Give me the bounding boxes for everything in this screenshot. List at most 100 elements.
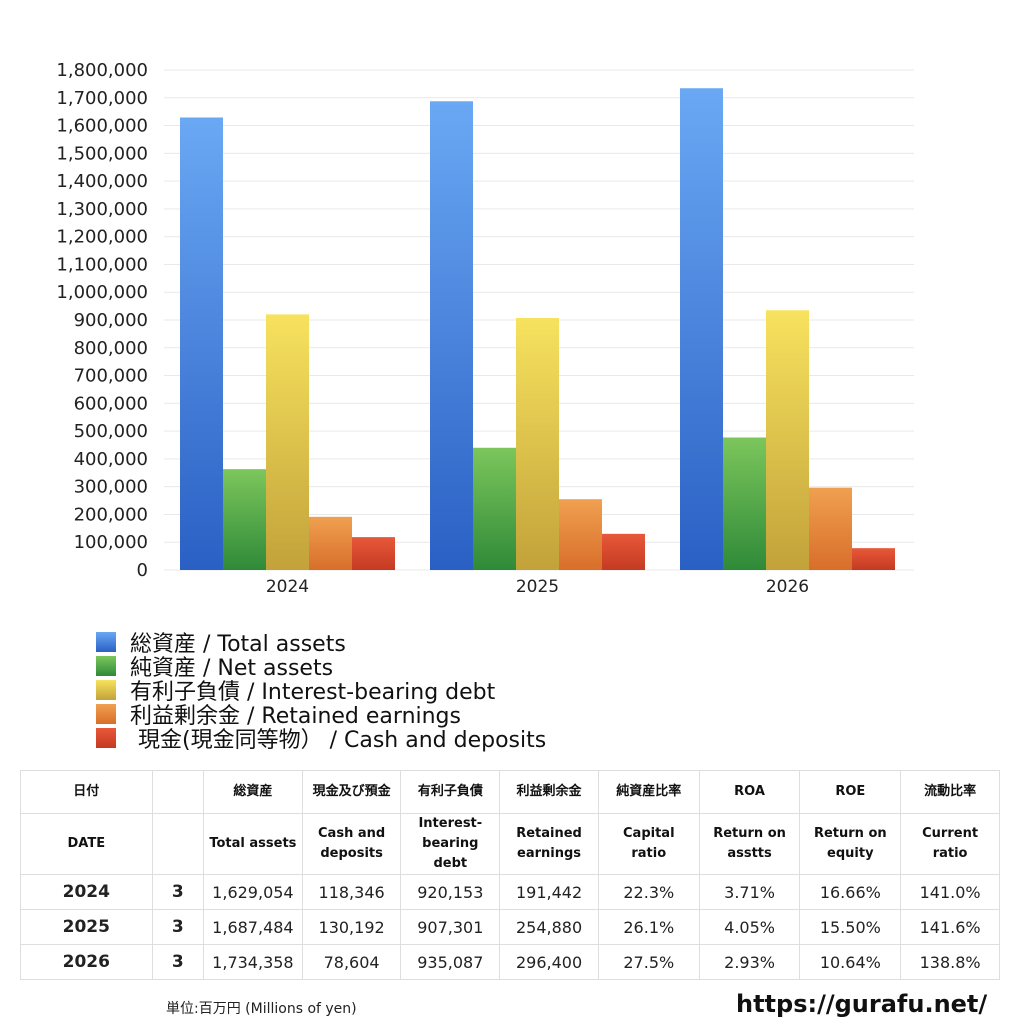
bar-2026-series-0 xyxy=(680,88,723,570)
x-tick-label: 2026 xyxy=(766,577,809,597)
bar-2026-series-4 xyxy=(852,548,895,570)
header-current-ratio-en: Current ratio xyxy=(900,813,1000,875)
header-roa-en: Return on asstts xyxy=(698,813,801,875)
header-roa: ROA xyxy=(698,770,801,814)
header-roe: ROE xyxy=(799,770,902,814)
header-date-en: DATE xyxy=(20,813,153,875)
header-current-ratio-ja: 流動比率 xyxy=(900,770,1000,814)
y-tick-label: 1,500,000 xyxy=(56,143,148,164)
cell-current-ratio: 138.8% xyxy=(900,944,1000,980)
table-row: 2025 3 1,687,484 130,192 907,301 254,880… xyxy=(20,909,1000,945)
legend-item-total-assets: 総資産 / Total assets xyxy=(96,630,546,657)
table-row: 2024 3 1,629,054 118,346 920,153 191,442… xyxy=(20,874,1000,910)
cell-year: 2024 xyxy=(20,874,153,910)
legend-item-net-assets: 純資産 / Net assets xyxy=(96,654,546,681)
cell-current-ratio: 141.6% xyxy=(900,909,1000,945)
bar-2025-series-2 xyxy=(516,317,559,570)
y-axis-ticks: 0 100,000 200,000 300,000 400,000 500,000 600,… xyxy=(56,60,148,581)
y-tick-label: 1,000,000 xyxy=(56,282,148,303)
legend-swatch xyxy=(96,728,116,748)
bar-2026-series-2 xyxy=(766,310,809,570)
cell-capital-ratio: 26.1% xyxy=(597,909,700,945)
cell-debt: 907,301 xyxy=(400,909,501,945)
bar-2026-series-3 xyxy=(809,487,852,570)
y-tick-label: 1,200,000 xyxy=(56,227,148,248)
header-cash-ja: 現金及び預金 xyxy=(301,770,402,814)
y-tick-label: 400,000 xyxy=(74,449,148,470)
cell-roa: 2.93% xyxy=(698,944,801,980)
table-header-row: DATE Total assets Cash and deposits Inte… xyxy=(20,813,1000,875)
y-tick-label: 1,700,000 xyxy=(56,88,148,109)
bar-2024-series-1 xyxy=(223,469,266,570)
header-debt-ja: 有利子負債 xyxy=(400,770,501,814)
cell-month: 3 xyxy=(151,944,205,980)
y-tick-label: 600,000 xyxy=(74,393,148,414)
cell-capital-ratio: 27.5% xyxy=(597,944,700,980)
legend-swatch xyxy=(96,656,116,676)
y-tick-label: 1,600,000 xyxy=(56,116,148,137)
y-tick-label: 900,000 xyxy=(74,310,148,331)
cell-year: 2025 xyxy=(20,909,153,945)
cell-year: 2026 xyxy=(20,944,153,980)
header-date-ja: 日付 xyxy=(20,770,153,814)
bar-2025-series-1 xyxy=(473,447,516,570)
legend-label: 純資産 / Net assets xyxy=(130,656,334,681)
cell-roa: 4.05% xyxy=(698,909,801,945)
header-month xyxy=(151,770,205,814)
x-tick-label: 2024 xyxy=(266,577,309,597)
legend-swatch xyxy=(96,704,116,724)
cell-retained: 296,400 xyxy=(499,944,599,980)
cell-roe: 15.50% xyxy=(799,909,902,945)
cell-total-assets: 1,629,054 xyxy=(203,874,303,910)
cell-debt: 920,153 xyxy=(400,874,501,910)
cell-debt: 935,087 xyxy=(400,944,501,980)
legend-label: 利益剰余金 / Retained earnings xyxy=(130,704,461,729)
header-total-assets-ja: 総資産 xyxy=(203,770,303,814)
source-link[interactable]: https://gurafu.net/ xyxy=(736,990,988,1018)
y-tick-label: 800,000 xyxy=(74,338,148,359)
legend-item-interest-bearing-debt: 有利子負債 / Interest-bearing debt xyxy=(96,678,546,705)
y-tick-label: 700,000 xyxy=(74,366,148,387)
bar-2026-series-1 xyxy=(723,437,766,570)
units-note: 単位:百万円 (Millions of yen) xyxy=(166,1001,357,1017)
header-roe-en: Return on equity xyxy=(799,813,902,875)
y-tick-label: 0 xyxy=(137,560,148,581)
y-tick-label: 200,000 xyxy=(74,504,148,525)
cell-roe: 10.64% xyxy=(799,944,902,980)
header-total-assets-en: Total assets xyxy=(203,813,303,875)
y-tick-label: 1,400,000 xyxy=(56,171,148,192)
bar-2024-series-2 xyxy=(266,314,309,570)
legend-label: 有利子負債 / Interest-bearing debt xyxy=(130,680,496,705)
bar-2025-series-4 xyxy=(602,533,645,570)
cell-cash: 118,346 xyxy=(301,874,402,910)
cell-total-assets: 1,687,484 xyxy=(203,909,303,945)
y-tick-label: 300,000 xyxy=(74,477,148,498)
cell-cash: 130,192 xyxy=(301,909,402,945)
cell-capital-ratio: 22.3% xyxy=(597,874,700,910)
bars xyxy=(180,88,895,571)
bar-2024-series-3 xyxy=(309,516,352,570)
y-tick-label: 100,000 xyxy=(74,532,148,553)
summary-table: 日付 総資産 現金及び預金 有利子負債 利益剰余金 純資産比率 ROA ROE … xyxy=(20,770,1000,980)
legend-label: 総資産 / Total assets xyxy=(130,632,346,657)
legend-item-cash-and-deposits: 現金(現金同等物） / Cash and deposits xyxy=(96,726,546,753)
y-tick-label: 1,800,000 xyxy=(56,60,148,81)
header-retained-en: Retained earnings xyxy=(499,813,599,875)
bar-2024-series-0 xyxy=(180,117,223,571)
bar-2024-series-4 xyxy=(352,537,395,570)
legend-swatch xyxy=(96,680,116,700)
cell-total-assets: 1,734,358 xyxy=(203,944,303,980)
cell-roa: 3.71% xyxy=(698,874,801,910)
cell-month: 3 xyxy=(151,874,205,910)
y-tick-label: 500,000 xyxy=(74,421,148,442)
bar-chart: 0 100,000 200,000 300,000 400,000 500,000 600,… xyxy=(56,60,914,597)
header-debt-en: Interest-bearing debt xyxy=(400,813,501,875)
cell-current-ratio: 141.0% xyxy=(900,874,1000,910)
bar-2025-series-0 xyxy=(430,101,473,570)
legend-item-retained-earnings: 利益剰余金 / Retained earnings xyxy=(96,702,546,729)
table-header-row: 日付 総資産 現金及び預金 有利子負債 利益剰余金 純資産比率 ROA ROE … xyxy=(20,770,1000,814)
legend-label: 現金(現金同等物） / Cash and deposits xyxy=(138,728,547,753)
cell-retained: 191,442 xyxy=(499,874,599,910)
x-axis-ticks: 2024 2025 2026 xyxy=(266,577,809,597)
header-retained-ja: 利益剰余金 xyxy=(499,770,599,814)
